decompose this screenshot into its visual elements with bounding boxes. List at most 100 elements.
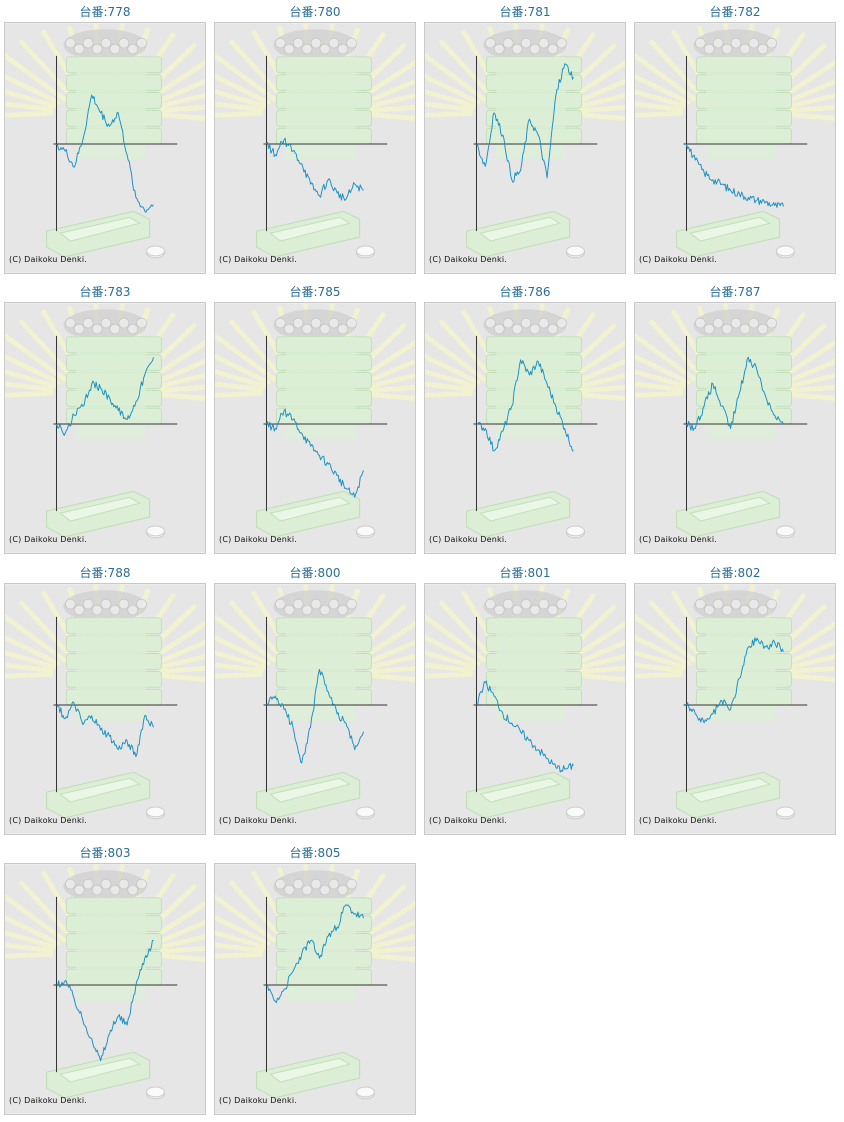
slump-line	[476, 680, 574, 773]
machine-number-link[interactable]: 台番:800	[289, 566, 341, 580]
token-icon	[146, 806, 165, 820]
ball-box-stack	[275, 336, 372, 440]
ball-box-stack	[485, 617, 582, 721]
slump-graph[interactable]: (C) Daikoku Denki.	[4, 863, 206, 1115]
slump-graph[interactable]: (C) Daikoku Denki.	[4, 302, 206, 554]
ball-tray	[465, 771, 571, 819]
token-icon	[146, 245, 165, 259]
slump-line	[266, 408, 364, 498]
copyright-text: (C) Daikoku Denki.	[639, 255, 718, 264]
ball-pile	[63, 870, 147, 902]
machine-number-link[interactable]: 台番:803	[79, 846, 131, 860]
slump-graph-svg	[5, 584, 205, 834]
ball-box-stack	[485, 56, 582, 160]
token-icon	[776, 525, 795, 539]
slump-graph-svg	[215, 864, 415, 1114]
token-icon	[776, 806, 795, 820]
machine-card: 台番:801 (C) Daikoku Denki.	[420, 561, 630, 841]
slump-graph[interactable]: (C) Daikoku Denki.	[214, 302, 416, 554]
graph-axes	[683, 55, 808, 232]
machine-card: 台番:780 (C) Daikoku Denki.	[210, 0, 420, 280]
slump-line	[56, 357, 154, 436]
ball-box-stack	[65, 336, 162, 440]
ball-tray	[465, 210, 571, 258]
ball-box-stack	[65, 56, 162, 160]
token-icon	[566, 806, 585, 820]
ball-pile	[273, 590, 357, 622]
token-icon	[356, 245, 375, 259]
slump-graph-svg	[635, 303, 835, 553]
slump-line	[266, 668, 364, 764]
ball-pile	[273, 309, 357, 341]
slump-line	[686, 637, 784, 724]
ball-tray	[45, 210, 151, 258]
slump-graph-svg	[215, 303, 415, 553]
slump-graph-svg	[215, 23, 415, 273]
token-icon	[356, 806, 375, 820]
ball-pile	[693, 29, 777, 61]
slump-graph-svg	[425, 303, 625, 553]
machine-number-link[interactable]: 台番:782	[709, 5, 761, 19]
machine-card: 台番:805 (C) Daikoku Denki.	[210, 841, 420, 1121]
ball-box-stack	[275, 897, 372, 1001]
copyright-text: (C) Daikoku Denki.	[9, 255, 88, 264]
slump-graph[interactable]: (C) Daikoku Denki.	[424, 302, 626, 554]
copyright-text: (C) Daikoku Denki.	[219, 535, 298, 544]
ball-box-stack	[485, 336, 582, 440]
slump-graph-svg	[5, 864, 205, 1114]
slump-graph-svg	[635, 584, 835, 834]
machine-number-link[interactable]: 台番:786	[499, 285, 551, 299]
copyright-text: (C) Daikoku Denki.	[219, 816, 298, 825]
machine-number-link[interactable]: 台番:788	[79, 566, 131, 580]
machine-number-link[interactable]: 台番:778	[79, 5, 131, 19]
ball-tray	[255, 771, 361, 819]
machine-number-link[interactable]: 台番:780	[289, 5, 341, 19]
graph-axes	[53, 896, 178, 1073]
copyright-text: (C) Daikoku Denki.	[429, 535, 508, 544]
slump-line	[56, 939, 154, 1062]
slump-line	[476, 359, 574, 452]
ball-tray	[465, 490, 571, 538]
ball-box-stack	[65, 617, 162, 721]
machine-number-link[interactable]: 台番:801	[499, 566, 551, 580]
slump-graph-svg	[425, 23, 625, 273]
slump-graph[interactable]: (C) Daikoku Denki.	[424, 22, 626, 274]
copyright-text: (C) Daikoku Denki.	[9, 816, 88, 825]
machine-card: 台番:783 (C) Daikoku Denki.	[0, 280, 210, 560]
ball-box-stack	[695, 56, 792, 160]
slump-graph[interactable]: (C) Daikoku Denki.	[634, 22, 836, 274]
machine-number-link[interactable]: 台番:802	[709, 566, 761, 580]
slump-line	[56, 701, 154, 758]
slump-graph[interactable]: (C) Daikoku Denki.	[424, 583, 626, 835]
ball-tray	[255, 1051, 361, 1099]
slump-graph[interactable]: (C) Daikoku Denki.	[214, 22, 416, 274]
token-icon	[776, 245, 795, 259]
token-icon	[146, 1086, 165, 1100]
ball-tray	[255, 210, 361, 258]
machine-card: 台番:802 (C) Daikoku Denki.	[630, 561, 840, 841]
graph-axes	[473, 616, 598, 793]
ball-box-stack	[65, 897, 162, 1001]
machine-number-link[interactable]: 台番:781	[499, 5, 551, 19]
machine-card: 台番:788 (C) Daikoku Denki.	[0, 561, 210, 841]
copyright-text: (C) Daikoku Denki.	[219, 1096, 298, 1105]
machine-number-link[interactable]: 台番:785	[289, 285, 341, 299]
ball-tray	[675, 210, 781, 258]
ball-tray	[675, 771, 781, 819]
ball-tray	[45, 771, 151, 819]
slump-graph[interactable]: (C) Daikoku Denki.	[634, 583, 836, 835]
slump-graph[interactable]: (C) Daikoku Denki.	[214, 863, 416, 1115]
machine-card: 台番:803 (C) Daikoku Denki.	[0, 841, 210, 1121]
slump-graph[interactable]: (C) Daikoku Denki.	[634, 302, 836, 554]
graph-axes	[53, 55, 178, 232]
machine-number-link[interactable]: 台番:805	[289, 846, 341, 860]
slump-graph[interactable]: (C) Daikoku Denki.	[214, 583, 416, 835]
copyright-text: (C) Daikoku Denki.	[429, 255, 508, 264]
slump-graph[interactable]: (C) Daikoku Denki.	[4, 22, 206, 274]
machine-number-link[interactable]: 台番:787	[709, 285, 761, 299]
ball-tray	[675, 490, 781, 538]
slump-graph[interactable]: (C) Daikoku Denki.	[4, 583, 206, 835]
machine-number-link[interactable]: 台番:783	[79, 285, 131, 299]
graph-axes	[53, 335, 178, 512]
